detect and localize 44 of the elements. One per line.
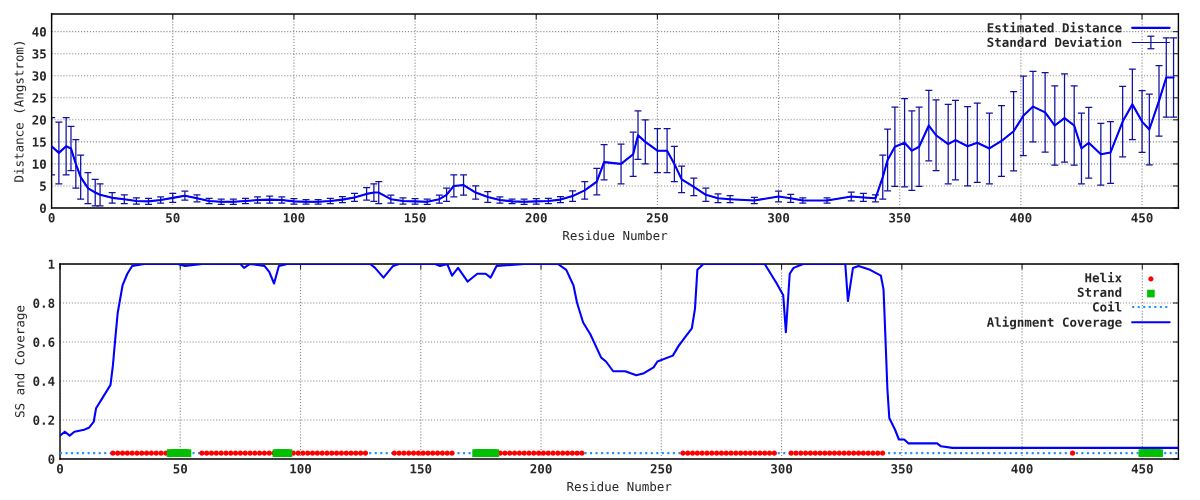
y-tick-label: 0.6 [33, 337, 55, 347]
y-tick-label: 40 [32, 27, 46, 37]
legend-label: Estimated Distance [987, 22, 1122, 33]
x-tick-label: 0 [56, 464, 64, 474]
y-axis-title: Distance (Angstrom) [13, 42, 27, 182]
x-tick-label: 100 [290, 464, 312, 474]
y-tick-label: 0 [48, 454, 55, 464]
y-tick-label: 0.2 [33, 415, 55, 425]
y-tick-label: 10 [32, 159, 46, 169]
x-tick-label: 200 [530, 464, 552, 474]
x-tick-label: 350 [891, 464, 913, 474]
legend-label: Strand [1077, 287, 1122, 298]
y-tick-label: 20 [32, 115, 46, 125]
x-tick-label: 250 [646, 213, 668, 223]
y-tick-label: 25 [32, 93, 46, 103]
legend-label: Helix [1085, 272, 1122, 283]
x-tick-label: 400 [1011, 464, 1033, 474]
y-tick-label: 35 [32, 49, 46, 59]
x-tick-label: 100 [283, 213, 305, 223]
x-tick-label: 150 [404, 213, 426, 223]
x-axis-title: Residue Number [567, 481, 672, 492]
y-axis-title: SS and Coverage [14, 305, 28, 418]
y-tick-label: 0.4 [33, 376, 55, 386]
x-tick-label: 450 [1131, 213, 1153, 223]
y-tick-label: 0 [39, 203, 46, 213]
legend-label: Alignment Coverage [986, 316, 1122, 330]
x-tick-label: 300 [771, 464, 793, 474]
x-tick-label: 150 [410, 464, 432, 474]
y-tick-label: 30 [32, 71, 46, 81]
x-tick-label: 450 [1131, 464, 1153, 474]
legend-label: Standard Deviation [987, 36, 1122, 48]
y-tick-label: 5 [40, 181, 46, 191]
x-tick-label: 50 [173, 464, 188, 474]
x-tick-label: 350 [889, 213, 911, 223]
x-tick-label: 50 [166, 213, 180, 223]
y-tick-label: 15 [32, 137, 46, 147]
x-axis-title: Residue Number [563, 230, 668, 241]
x-tick-label: 400 [1010, 213, 1032, 223]
y-tick-label: 1 [48, 259, 55, 269]
legend-label: Coil [1092, 301, 1122, 312]
x-tick-label: 200 [525, 213, 547, 223]
y-tick-label: 0.8 [33, 298, 55, 308]
x-tick-label: 300 [768, 213, 790, 223]
x-tick-label: 250 [650, 464, 672, 474]
